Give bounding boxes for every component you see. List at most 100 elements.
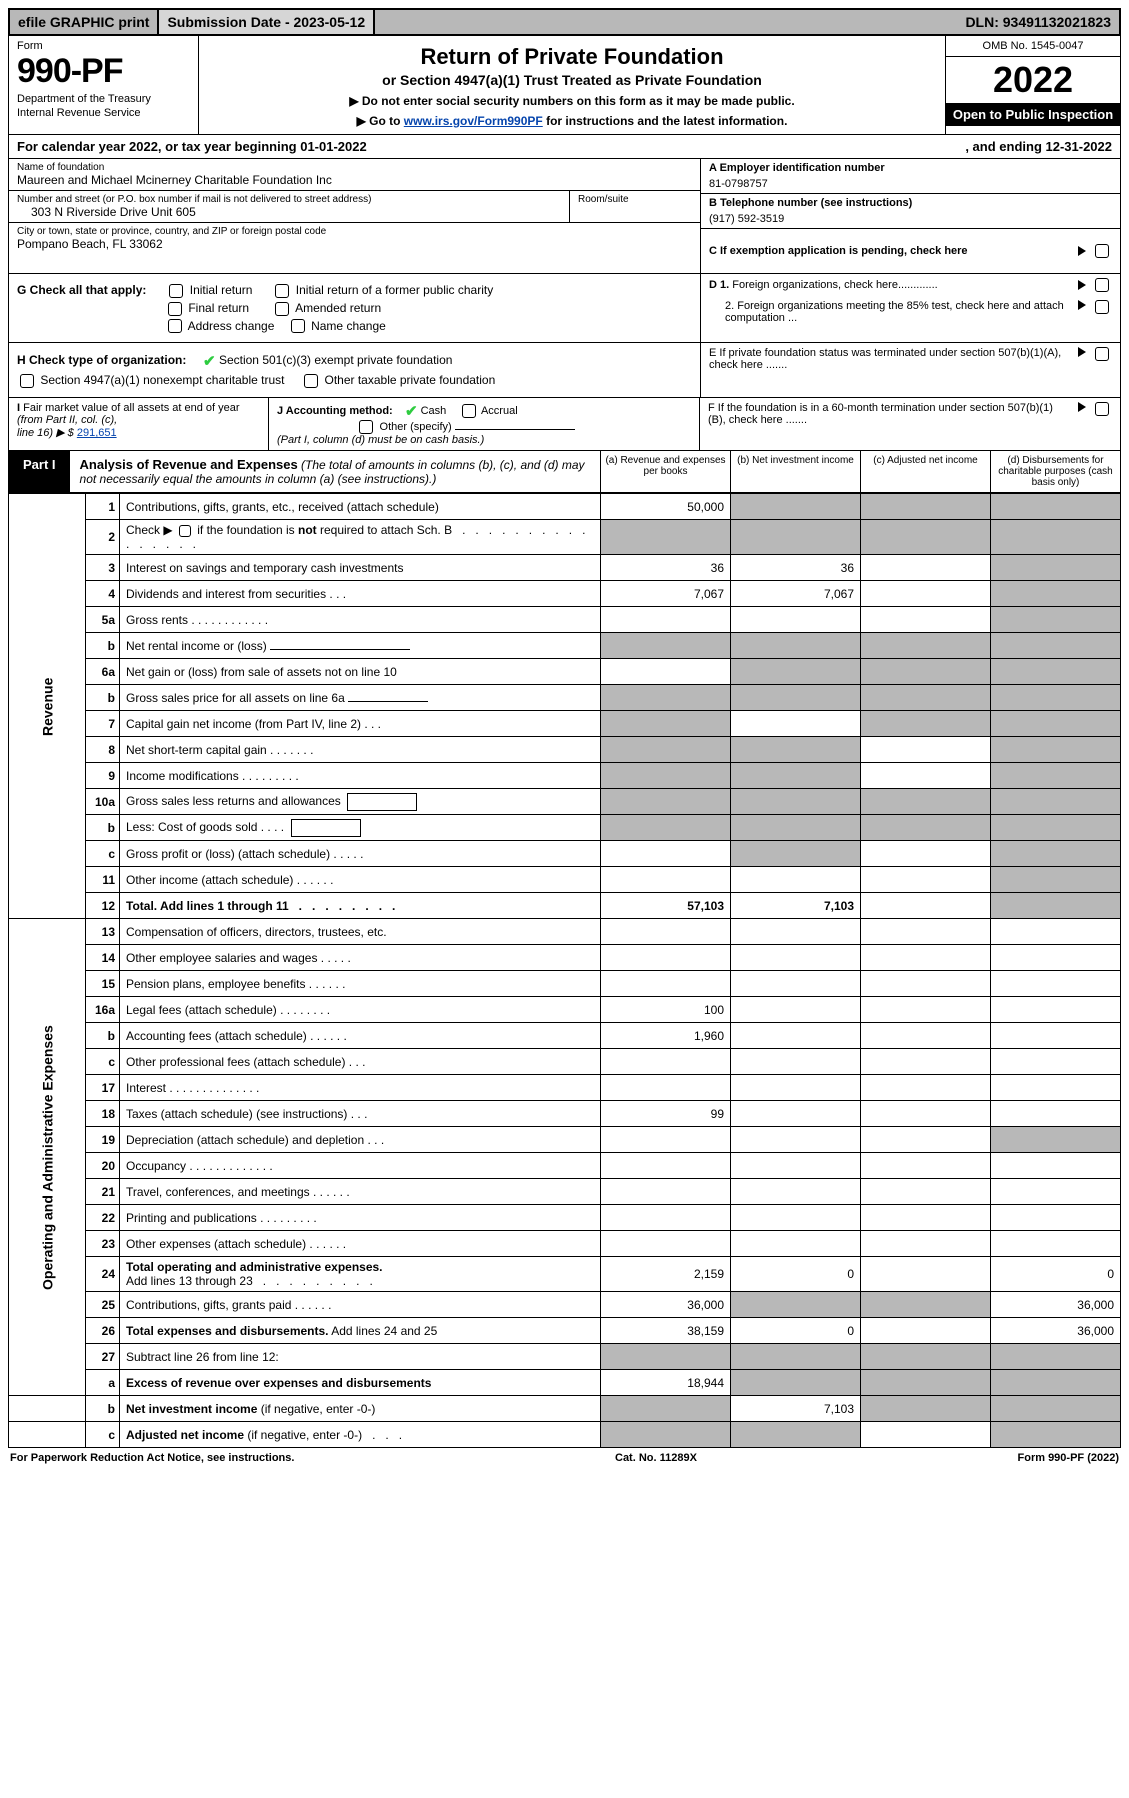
fmv-value-link[interactable]: 291,651 — [77, 427, 117, 439]
cell-a — [601, 737, 731, 763]
g-opt-4: Address change — [188, 319, 275, 333]
row-desc: Occupancy . . . . . . . . . . . . . — [120, 1153, 601, 1179]
cell-b — [731, 1344, 861, 1370]
cell-c — [861, 1153, 991, 1179]
cell-b — [731, 659, 861, 685]
row-desc: Other employee salaries and wages . . . … — [120, 945, 601, 971]
cell-a: 18,944 — [601, 1370, 731, 1396]
goto-prefix: ▶ Go to — [357, 114, 404, 128]
table-row: 6a Net gain or (loss) from sale of asset… — [9, 659, 1121, 685]
row-num: 25 — [86, 1292, 120, 1318]
input-line — [348, 701, 428, 702]
table-row: b Accounting fees (attach schedule) . . … — [9, 1023, 1121, 1049]
cell-d — [991, 494, 1121, 520]
row-num: 27 — [86, 1344, 120, 1370]
table-row: 20 Occupancy . . . . . . . . . . . . . — [9, 1153, 1121, 1179]
row-desc: Subtract line 26 from line 12: — [120, 1344, 601, 1370]
cell-d — [991, 607, 1121, 633]
address-change-checkbox[interactable] — [168, 319, 182, 333]
h-section: H Check type of organization: ✔ Section … — [9, 343, 700, 397]
cell-b — [731, 1422, 861, 1448]
calendar-year-row: For calendar year 2022, or tax year begi… — [8, 135, 1121, 159]
cell-c — [861, 1075, 991, 1101]
footer-mid: Cat. No. 11289X — [615, 1452, 697, 1464]
table-row: 24 Total operating and administrative ex… — [9, 1257, 1121, 1292]
cell-c — [861, 1318, 991, 1344]
f-checkbox[interactable] — [1095, 402, 1109, 416]
cell-b: 0 — [731, 1257, 861, 1292]
row-desc: Gross sales price for all assets on line… — [120, 685, 601, 711]
d1-row: D 1. Foreign organizations, check here..… — [701, 274, 1120, 296]
e-checkbox[interactable] — [1095, 347, 1109, 361]
cell-d — [991, 997, 1121, 1023]
table-row: 18 Taxes (attach schedule) (see instruct… — [9, 1101, 1121, 1127]
cell-c — [861, 997, 991, 1023]
table-row: c Adjusted net income (if negative, ente… — [9, 1422, 1121, 1448]
other-method-checkbox[interactable] — [359, 420, 373, 434]
cell-a — [601, 1396, 731, 1422]
row-num: 3 — [86, 555, 120, 581]
ein-value: 81-0798757 — [709, 178, 768, 190]
row-desc: Accounting fees (attach schedule) . . . … — [120, 1023, 601, 1049]
row-num: 19 — [86, 1127, 120, 1153]
name-change-checkbox[interactable] — [291, 319, 305, 333]
row-num: 8 — [86, 737, 120, 763]
row-desc: Total. Add lines 1 through 11 . . . . . … — [120, 893, 601, 919]
final-return-checkbox[interactable] — [168, 302, 182, 316]
phone-row: B Telephone number (see instructions) (9… — [701, 194, 1120, 229]
cell-b: 7,067 — [731, 581, 861, 607]
table-row: 26 Total expenses and disbursements. Add… — [9, 1318, 1121, 1344]
cell-b — [731, 1101, 861, 1127]
cell-d — [991, 763, 1121, 789]
cell-d — [991, 659, 1121, 685]
cell-a — [601, 711, 731, 737]
row-desc: Excess of revenue over expenses and disb… — [120, 1370, 601, 1396]
cell-a: 99 — [601, 1101, 731, 1127]
accrual-checkbox[interactable] — [462, 404, 476, 418]
row-num: b — [86, 1023, 120, 1049]
row-num: 5a — [86, 607, 120, 633]
other-taxable-checkbox[interactable] — [304, 374, 318, 388]
table-row: 14 Other employee salaries and wages . .… — [9, 945, 1121, 971]
row-num: 4 — [86, 581, 120, 607]
cell-c — [861, 971, 991, 997]
j-note: (Part I, column (d) must be on cash basi… — [277, 434, 484, 446]
g-section: G Check all that apply: Initial return I… — [9, 274, 700, 342]
exemption-checkbox[interactable] — [1095, 244, 1109, 258]
row-desc: Net short-term capital gain . . . . . . … — [120, 737, 601, 763]
table-row: c Other professional fees (attach schedu… — [9, 1049, 1121, 1075]
initial-former-checkbox[interactable] — [275, 284, 289, 298]
cell-c — [861, 1101, 991, 1127]
row-num: b — [86, 633, 120, 659]
cell-d — [991, 867, 1121, 893]
cell-b — [731, 971, 861, 997]
g-row3: Address change Name change — [17, 319, 692, 334]
initial-return-checkbox[interactable] — [169, 284, 183, 298]
schb-checkbox[interactable] — [179, 525, 191, 537]
city-label: City or town, state or province, country… — [17, 226, 692, 237]
irs-link[interactable]: www.irs.gov/Form990PF — [404, 114, 543, 128]
d1-checkbox[interactable] — [1095, 278, 1109, 292]
cell-b — [731, 841, 861, 867]
open-inspection: Open to Public Inspection — [946, 103, 1120, 126]
cell-a — [601, 763, 731, 789]
g-row1: G Check all that apply: Initial return I… — [17, 283, 692, 298]
cell-a — [601, 919, 731, 945]
table-row: 5a Gross rents . . . . . . . . . . . . — [9, 607, 1121, 633]
cell-c — [861, 685, 991, 711]
cell-a — [601, 1127, 731, 1153]
cell-b: 36 — [731, 555, 861, 581]
cell-d — [991, 893, 1121, 919]
row-num: 7 — [86, 711, 120, 737]
row-desc: Other professional fees (attach schedule… — [120, 1049, 601, 1075]
cell-b — [731, 685, 861, 711]
4947-checkbox[interactable] — [20, 374, 34, 388]
d2-checkbox[interactable] — [1095, 300, 1109, 314]
cell-c — [861, 1344, 991, 1370]
cell-b — [731, 1127, 861, 1153]
cell-b — [731, 919, 861, 945]
row-num: 12 — [86, 893, 120, 919]
room-label: Room/suite — [578, 194, 692, 205]
submission-date: Submission Date - 2023-05-12 — [159, 10, 375, 34]
amended-return-checkbox[interactable] — [275, 302, 289, 316]
